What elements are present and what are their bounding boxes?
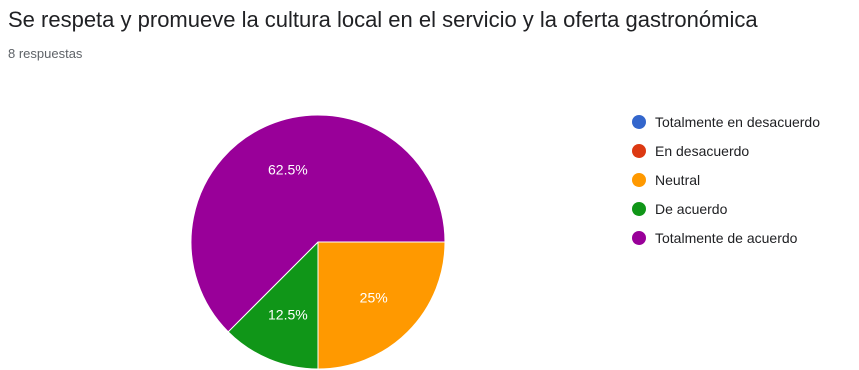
legend-swatch — [632, 201, 646, 216]
legend-swatch — [632, 172, 646, 187]
chart-title: Se respeta y promueve la cultura local e… — [8, 7, 758, 32]
legend-item-en-desacuerdo[interactable]: En desacuerdo — [632, 136, 820, 165]
legend-label: Totalmente en desacuerdo — [655, 113, 820, 130]
legend-item-de-acuerdo[interactable]: De acuerdo — [632, 194, 820, 223]
legend-label: En desacuerdo — [655, 142, 750, 159]
pie-slice-neutral[interactable] — [317, 241, 446, 370]
pie-label-neutral: 25% — [360, 290, 388, 306]
legend-swatch — [632, 143, 646, 158]
legend-swatch — [632, 114, 646, 129]
legend-label: De acuerdo — [655, 200, 728, 217]
chart-legend: Totalmente en desacuerdo En desacuerdo Neu… — [632, 107, 820, 252]
response-count: 8 respuestas — [8, 46, 83, 61]
legend-item-neutral[interactable]: Neutral — [632, 165, 820, 194]
legend-label: Totalmente de acuerdo — [655, 229, 798, 246]
legend-swatch — [632, 230, 646, 245]
legend-item-totalmente-en-desacuerdo[interactable]: Totalmente en desacuerdo — [632, 107, 820, 136]
pie-slice-de-acuerdo[interactable] — [227, 240, 319, 370]
legend-label: Neutral — [655, 171, 701, 188]
pie-slice-totalmente-de-acuerdo[interactable] — [190, 114, 446, 333]
pie-label-totalmente-de-acuerdo: 62.5% — [268, 161, 308, 177]
pie-label-de-acuerdo: 12.5% — [268, 307, 308, 323]
legend-item-totalmente-de-acuerdo[interactable]: Totalmente de acuerdo — [632, 223, 820, 252]
